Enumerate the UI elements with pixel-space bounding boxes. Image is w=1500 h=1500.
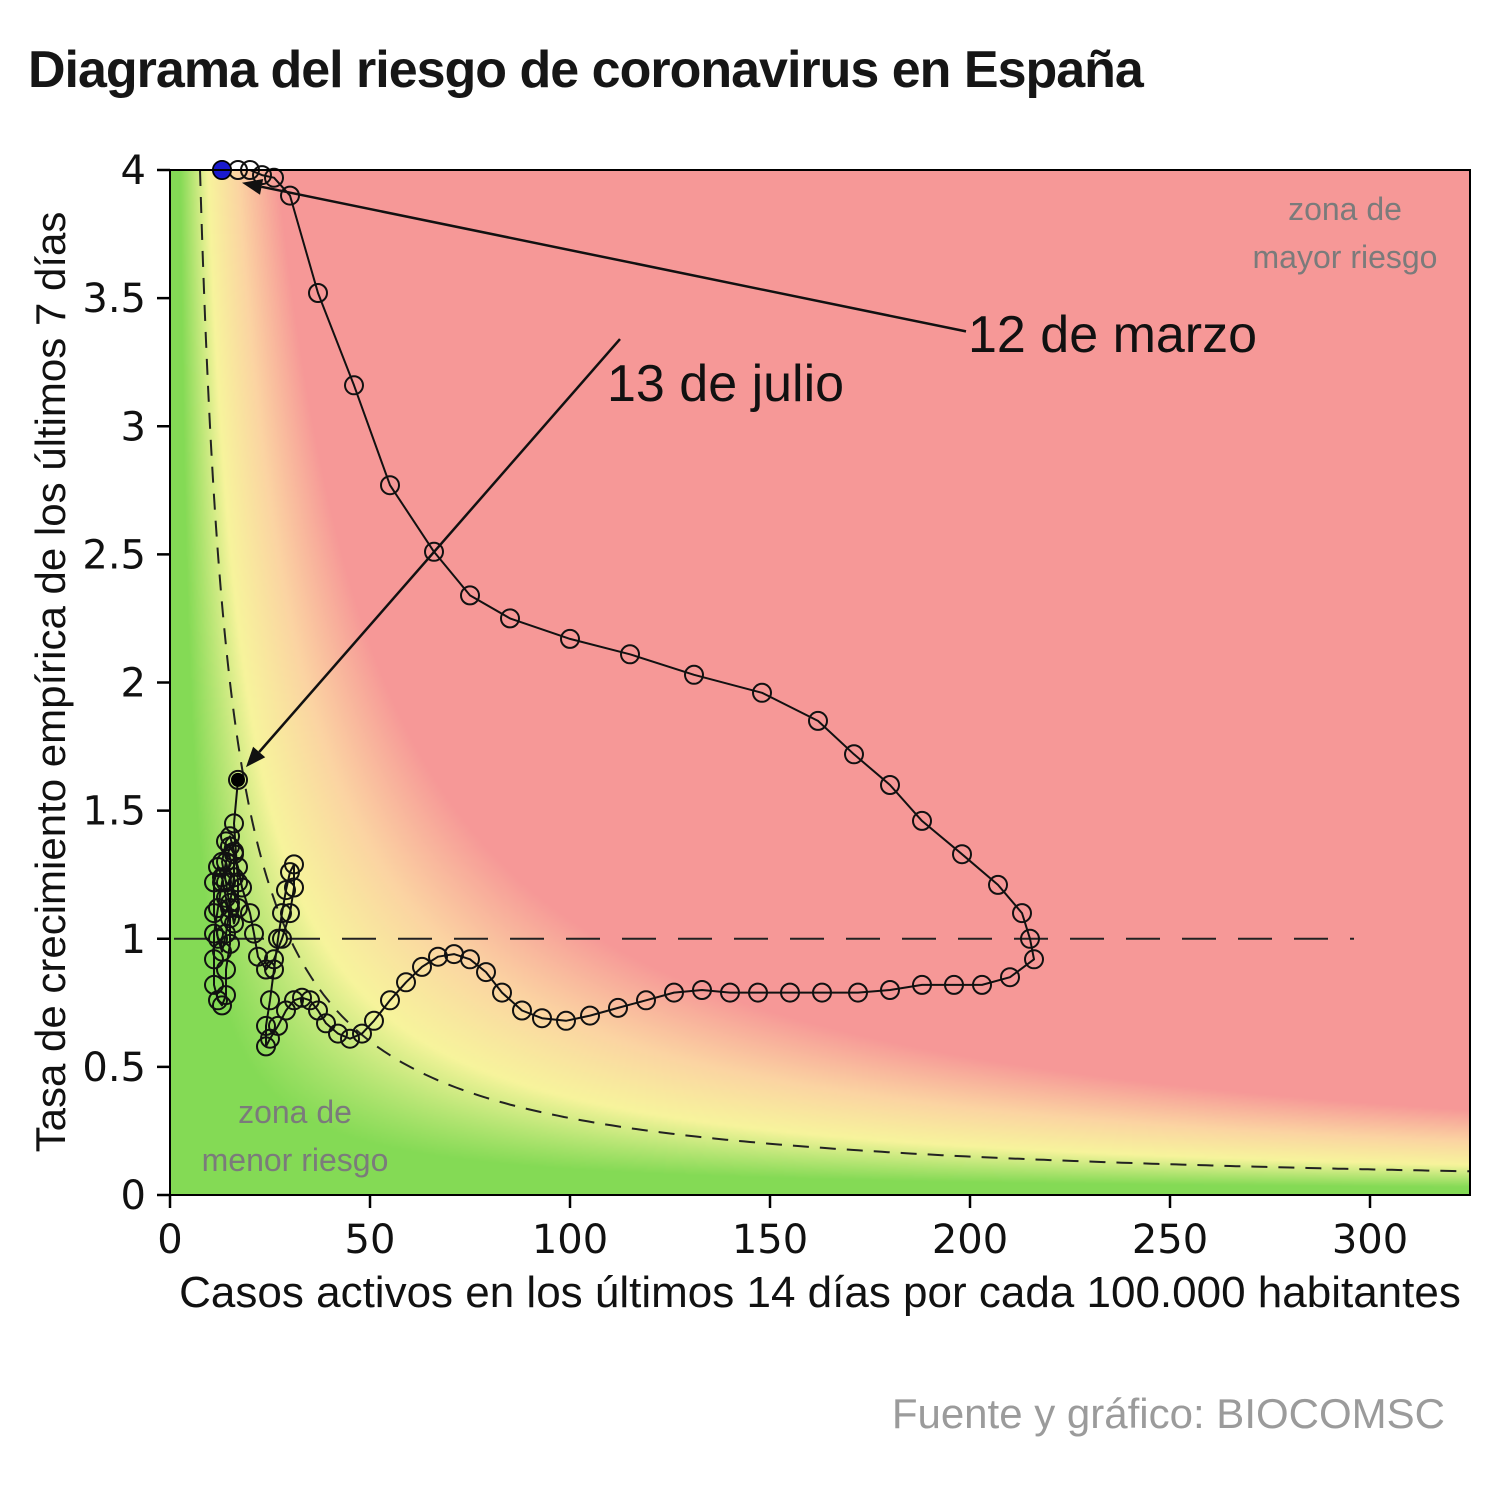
low-risk-zone-line1: zona de xyxy=(238,1094,352,1130)
risk-gradient-background xyxy=(170,170,1470,1195)
page-title: Diagrama del riesgo de coronavirus en Es… xyxy=(28,41,1144,99)
y-tick-label: 3.5 xyxy=(82,276,146,322)
y-axis-title: Tasa de crecimiento empírica de los últi… xyxy=(27,211,74,1153)
y-tick-label: 0.5 xyxy=(82,1045,146,1091)
x-tick-label: 200 xyxy=(932,1217,1008,1263)
x-axis-title: Casos activos en los últimos 14 días por… xyxy=(179,1268,1461,1317)
high-risk-zone-line2: mayor riesgo xyxy=(1252,239,1438,275)
annotation-12-marzo: 12 de marzo xyxy=(968,306,1258,364)
y-tick-label: 1.5 xyxy=(82,789,146,835)
y-tick-label: 1 xyxy=(121,917,146,963)
source-credit: Fuente y gráfico: BIOCOMSC xyxy=(891,1390,1445,1437)
y-tick-label: 2 xyxy=(121,661,146,707)
y-tick-label: 3 xyxy=(121,404,146,450)
x-tick-label: 0 xyxy=(157,1217,182,1263)
y-tick-label: 4 xyxy=(121,148,146,194)
low-risk-zone-line2: menor riesgo xyxy=(201,1142,389,1178)
y-tick-label: 2.5 xyxy=(82,532,146,578)
y-tick-label: 0 xyxy=(121,1173,146,1219)
x-tick-label: 250 xyxy=(1132,1217,1208,1263)
low-risk-zone-label: zona de menor riesgo xyxy=(170,1088,420,1184)
x-tick-label: 50 xyxy=(345,1217,396,1263)
x-tick-label: 150 xyxy=(732,1217,808,1263)
high-risk-zone-line1: zona de xyxy=(1288,191,1402,227)
annotation-13-julio: 13 de julio xyxy=(607,355,845,413)
high-risk-zone-label: zona de mayor riesgo xyxy=(1215,185,1475,281)
x-tick-label: 300 xyxy=(1332,1217,1408,1263)
x-tick-label: 100 xyxy=(532,1217,608,1263)
